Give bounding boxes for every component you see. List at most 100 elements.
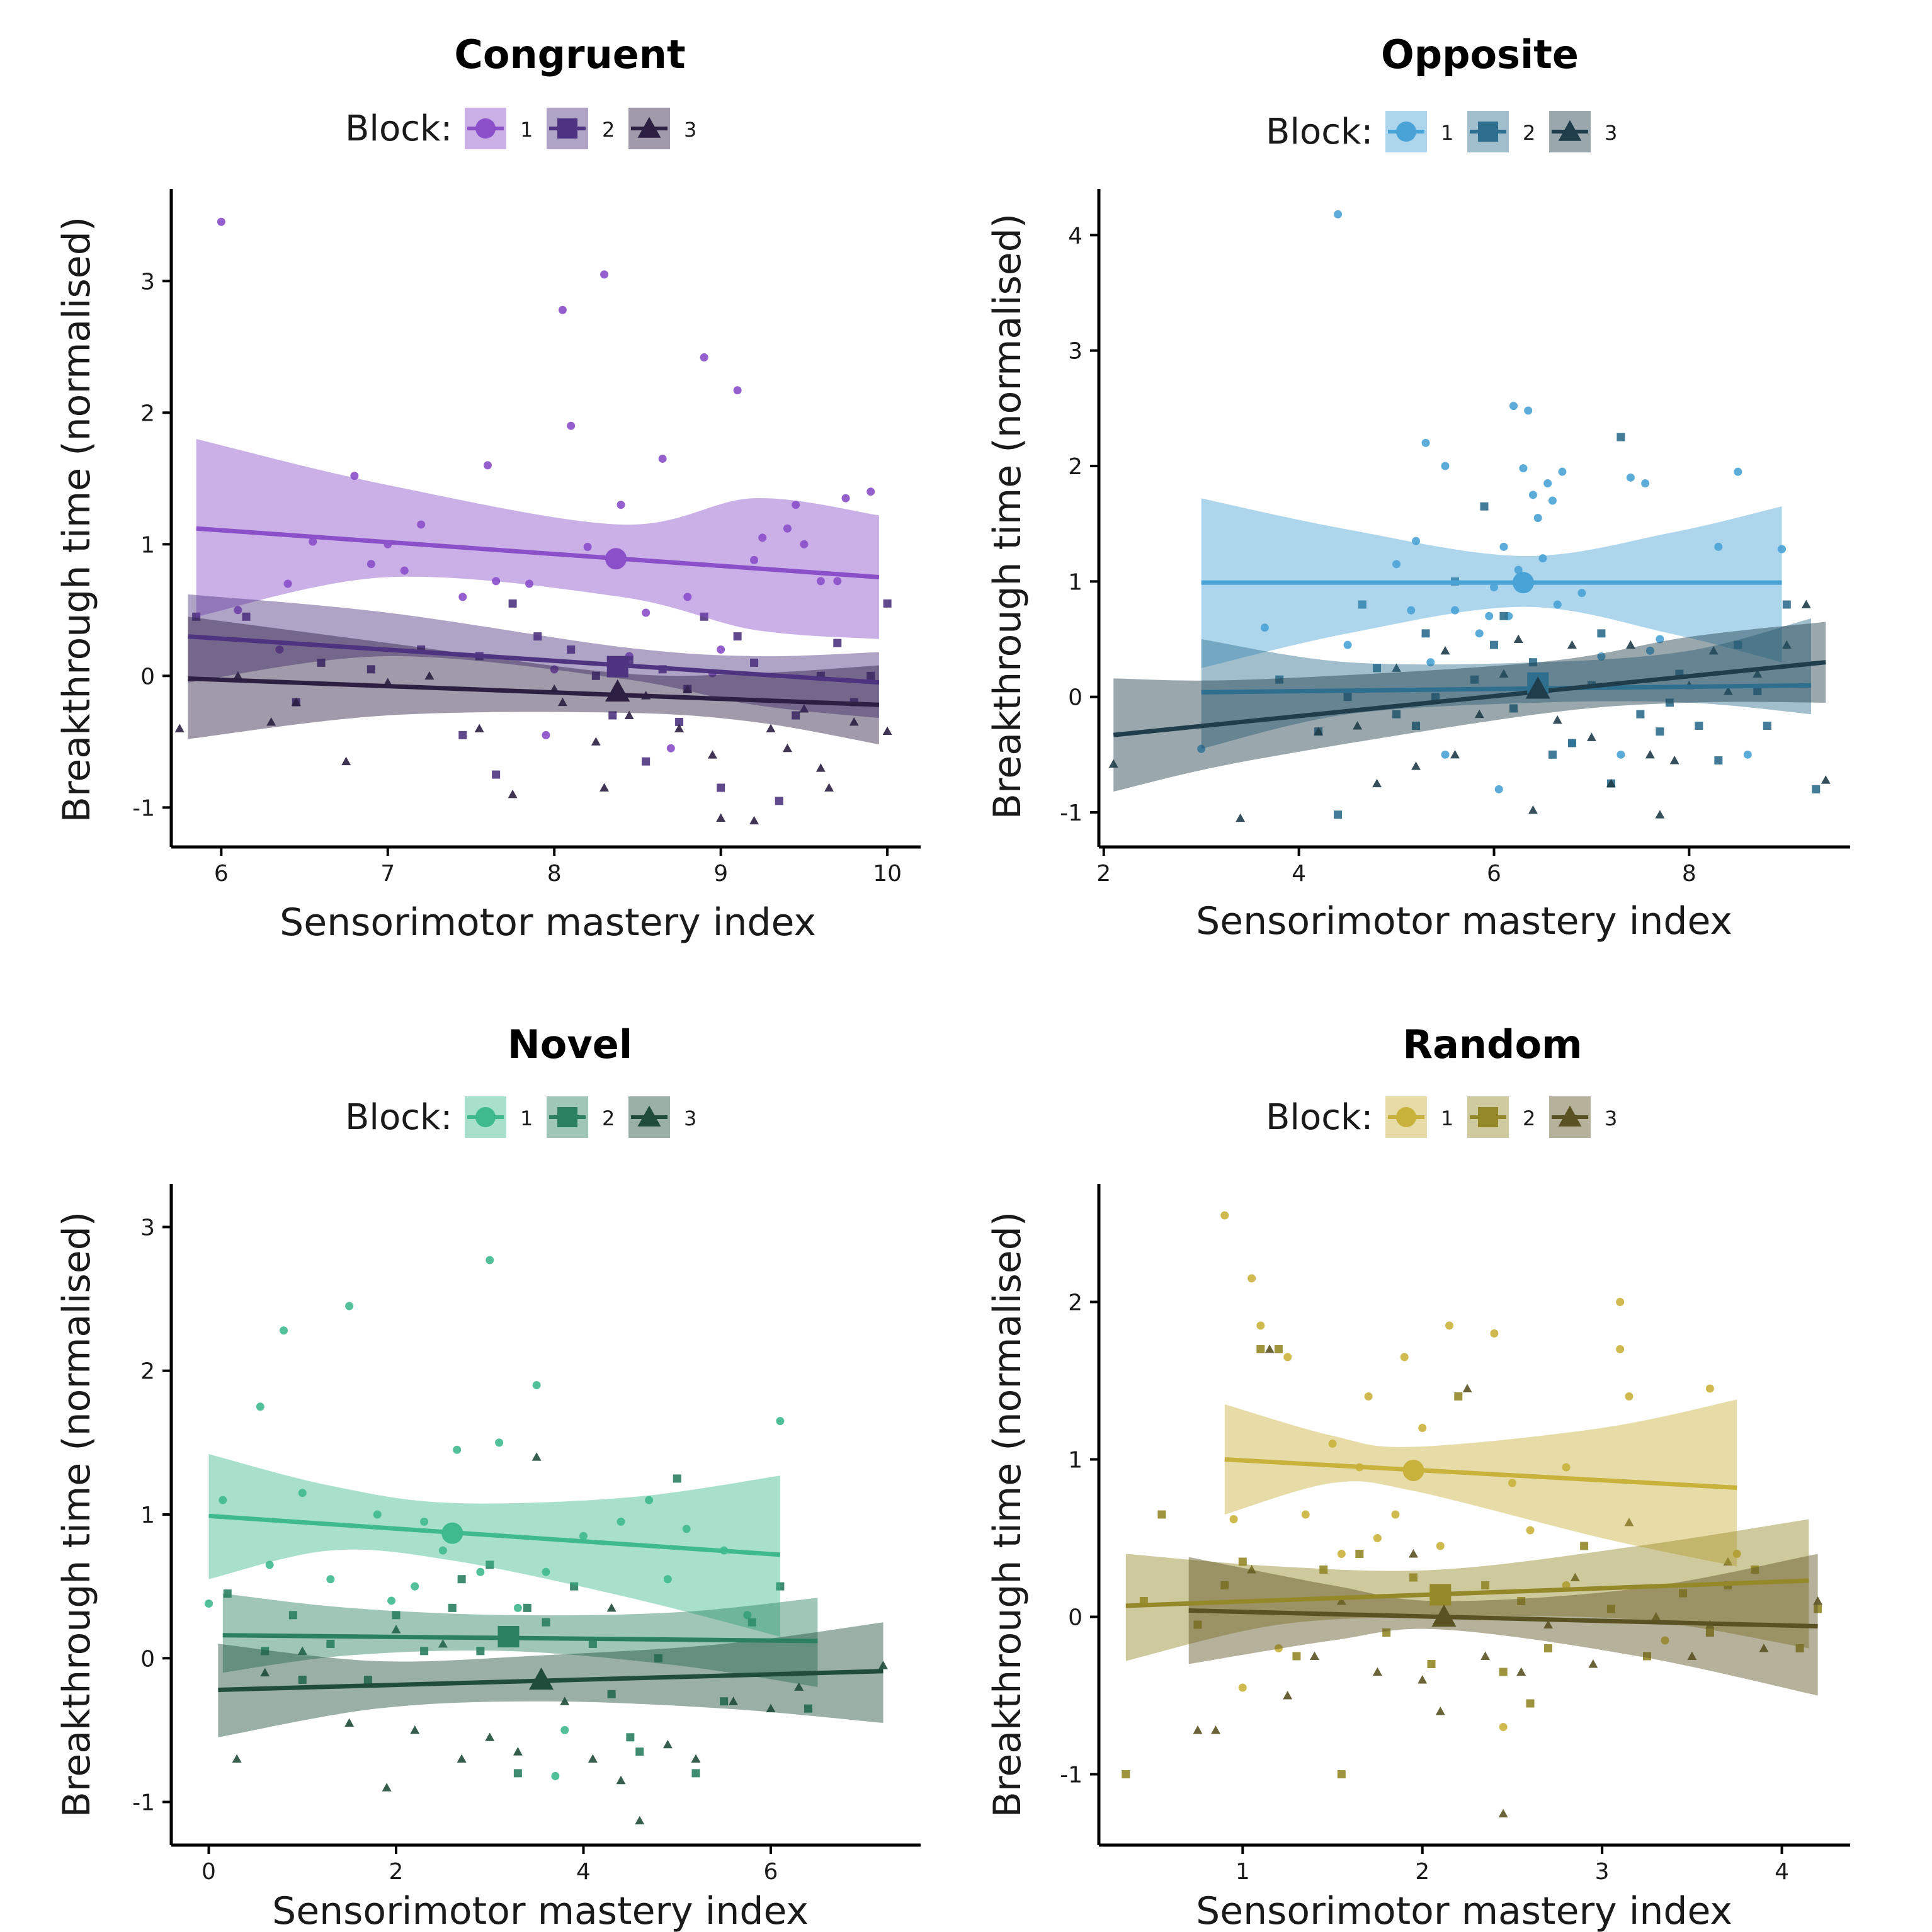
data-point-block-2 xyxy=(775,797,783,805)
data-point-block-2 xyxy=(533,632,542,641)
data-point-block-1 xyxy=(1197,744,1206,753)
data-point-block-2 xyxy=(673,1474,681,1483)
data-point-block-3 xyxy=(1372,778,1382,788)
data-point-block-2 xyxy=(326,1639,335,1648)
data-point-block-1 xyxy=(792,501,800,509)
data-point-block-3 xyxy=(1310,1651,1319,1660)
y-axis: -1 0 1 2 3 4 xyxy=(1060,189,1101,847)
panel-title: Novel xyxy=(508,1021,632,1067)
legend-label: 2 xyxy=(1523,121,1535,145)
data-point-block-3 xyxy=(266,717,276,726)
legend-key-block-1: 1 xyxy=(465,1096,533,1138)
data-point-block-3 xyxy=(815,763,826,772)
data-point-block-1 xyxy=(453,1445,462,1454)
data-point-block-1 xyxy=(367,560,375,569)
legend-marker xyxy=(1478,1107,1498,1127)
data-point-block-1 xyxy=(560,1725,569,1734)
data-point-block-2 xyxy=(367,665,375,674)
x-tick-label: 4 xyxy=(1775,1859,1789,1885)
data-point-block-2 xyxy=(776,1582,785,1591)
x-axis-title: Sensorimotor mastery index xyxy=(1196,899,1732,943)
legend-marker xyxy=(1396,1107,1416,1127)
data-point-block-3 xyxy=(1645,749,1655,759)
x-tick-label: 8 xyxy=(547,861,562,887)
data-point-block-1 xyxy=(1509,402,1518,411)
x-tick-label: 4 xyxy=(1292,861,1306,887)
data-point-block-3 xyxy=(1606,778,1616,788)
panel-novel: Novel Block: 1 2 3 0 2 4 6 -1 0 1 2 3 Sensorimoto… xyxy=(55,1021,921,1932)
data-point-block-1 xyxy=(550,665,559,674)
x-axis-title: Sensorimotor mastery index xyxy=(280,901,816,945)
legend-marker xyxy=(637,1105,661,1127)
data-point-block-3 xyxy=(1411,761,1421,770)
data-point-block-1 xyxy=(1391,1510,1400,1519)
legend-marker xyxy=(557,118,577,139)
data-point-block-2 xyxy=(1580,1542,1589,1550)
data-point-block-2 xyxy=(691,1769,700,1778)
data-point-block-2 xyxy=(448,1603,457,1612)
data-point-block-3 xyxy=(1108,759,1118,768)
x-tick-label: 2 xyxy=(1415,1859,1429,1885)
data-point-block-1 xyxy=(700,353,708,362)
y-tick-label: 0 xyxy=(140,1646,155,1672)
data-point-block-1 xyxy=(743,1611,752,1620)
data-point-block-3 xyxy=(1498,1809,1508,1817)
legend-label: 3 xyxy=(1605,1106,1617,1130)
data-point-block-1 xyxy=(400,566,409,575)
x-axis: 6 7 8 9 10 xyxy=(171,845,921,887)
data-point-block-2 xyxy=(1334,810,1343,819)
data-point-block-1 xyxy=(1514,565,1523,574)
data-point-block-2 xyxy=(570,1582,579,1591)
data-point-block-1 xyxy=(658,454,667,463)
y-tick-label: 1 xyxy=(140,532,155,558)
data-point-block-1 xyxy=(1485,611,1494,620)
data-point-block-2 xyxy=(1431,693,1440,702)
data-point-block-3 xyxy=(1669,756,1679,764)
y-axis-title: Breakthrough time (normalised) xyxy=(986,213,1030,819)
data-point-block-2 xyxy=(392,1611,401,1620)
x-tick-label: 9 xyxy=(713,861,728,887)
x-tick-label: 6 xyxy=(1487,861,1501,887)
legend-label: 3 xyxy=(684,118,696,142)
data-point-block-2 xyxy=(486,1560,494,1569)
data-point-block-1 xyxy=(1337,1550,1346,1558)
data-point-block-2 xyxy=(1122,1770,1130,1778)
data-point-block-3 xyxy=(1516,1667,1526,1676)
data-point-block-1 xyxy=(1524,406,1533,415)
data-point-block-2 xyxy=(883,599,892,608)
data-point-block-3 xyxy=(474,724,484,732)
x-tick-label: 2 xyxy=(389,1859,404,1885)
data-point-block-1 xyxy=(1519,464,1528,473)
data-point-block-3 xyxy=(1655,810,1665,819)
data-point-block-1 xyxy=(1625,1392,1634,1401)
legend-key-block-1: 1 xyxy=(1385,111,1453,152)
y-axis: -1 0 1 2 xyxy=(1060,1184,1101,1845)
data-point-block-1 xyxy=(583,542,592,551)
data-point-block-3 xyxy=(1247,1565,1257,1574)
data-point-block-2 xyxy=(1782,600,1791,609)
data-point-block-2 xyxy=(720,1697,729,1706)
mean-marker-block-1 xyxy=(441,1522,463,1544)
plot-layers xyxy=(1108,210,1831,822)
data-point-block-2 xyxy=(747,1618,756,1627)
legend-key-block-3: 3 xyxy=(628,1096,696,1138)
data-point-block-2 xyxy=(1509,704,1518,713)
data-point-block-3 xyxy=(691,1754,701,1763)
y-tick-label: 2 xyxy=(140,1359,155,1385)
data-point-block-1 xyxy=(345,1302,354,1310)
data-point-block-1 xyxy=(1256,1321,1265,1330)
data-point-block-1 xyxy=(1661,1636,1669,1645)
data-point-block-1 xyxy=(1526,1526,1535,1535)
data-point-block-1 xyxy=(1562,1463,1571,1472)
data-point-block-1 xyxy=(867,487,875,496)
legend-key-block-2: 2 xyxy=(1467,111,1535,152)
data-point-block-1 xyxy=(1426,658,1435,667)
plot-area xyxy=(1108,210,1831,822)
series-3-points xyxy=(1108,599,1831,822)
series-2-points xyxy=(223,1474,812,1778)
data-point-block-1 xyxy=(417,520,426,529)
data-point-block-3 xyxy=(794,1682,804,1691)
data-point-block-3 xyxy=(1314,727,1324,736)
data-point-block-1 xyxy=(1301,1510,1310,1519)
data-point-block-3 xyxy=(824,783,834,792)
